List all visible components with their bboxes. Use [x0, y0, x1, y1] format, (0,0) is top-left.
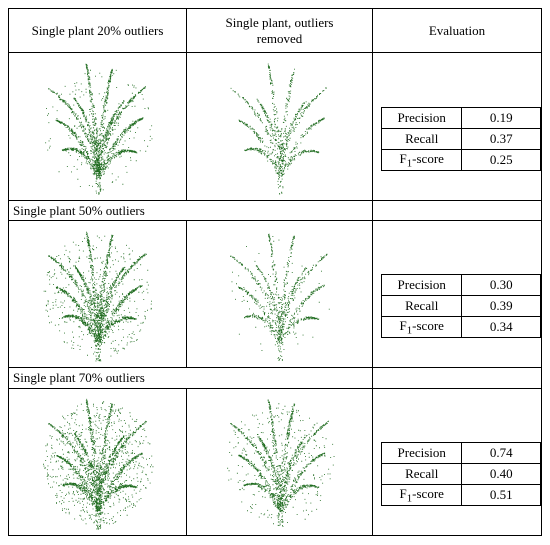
header-evaluation: Evaluation — [372, 8, 542, 53]
f1-suffix: -score — [412, 150, 444, 166]
f1-label: F1-score — [380, 316, 463, 338]
evaluation-table-2: Precision 0.30 Recall 0.39 F1-score 0.34 — [380, 274, 541, 338]
recall-row: Recall 0.39 — [380, 295, 541, 317]
precision-row: Precision 0.74 — [380, 442, 541, 464]
row-label-70-text: Single plant 70% outliers — [13, 370, 145, 385]
f1-label: F1-score — [380, 149, 463, 171]
header-outliers: Single plant 20% outliers — [8, 8, 187, 53]
header-outliers-text: Single plant 20% outliers — [31, 22, 164, 38]
row-label-50-eval-blank — [372, 200, 542, 221]
recall-value: 0.37 — [461, 128, 541, 150]
f1-value: 0.34 — [461, 316, 541, 338]
plant-50-outliers-image — [8, 220, 187, 368]
header-outliers-removed: Single plant, outliers removed — [186, 8, 373, 53]
precision-label: Precision — [380, 107, 463, 129]
row-label-50-outliers: Single plant 50% outliers — [8, 200, 373, 221]
plant-50-removed-image — [186, 220, 373, 368]
row-label-50-text: Single plant 50% outliers — [13, 202, 145, 218]
precision-row: Precision 0.19 — [380, 107, 541, 129]
recall-value: 0.40 — [461, 463, 541, 485]
f1-row: F1-score 0.25 — [380, 149, 541, 171]
f1-row: F1-score 0.34 — [380, 316, 541, 338]
point-cloud-points — [226, 399, 334, 527]
point-cloud-group — [226, 399, 334, 527]
plant-20-outliers-cloud — [44, 63, 152, 195]
plant-70-removed-image — [186, 388, 373, 536]
f1-label: F1-score — [380, 484, 463, 506]
plant-50-removed-cloud — [229, 233, 330, 361]
header-evaluation-text: Evaluation — [428, 22, 486, 38]
f1-sub: 1 — [406, 157, 413, 170]
plant-20-outliers-image — [8, 52, 187, 201]
evaluation-cell-1: Precision 0.19 Recall 0.37 F1-score 0.25 — [372, 52, 542, 201]
plant-20-removed-cloud — [230, 63, 327, 194]
f1-prefix: F — [399, 485, 407, 501]
point-cloud-points — [230, 63, 327, 194]
precision-row: Precision 0.30 — [380, 274, 541, 296]
header-removed-line1: Single plant, outliers — [225, 14, 334, 30]
recall-row: Recall 0.40 — [380, 463, 541, 485]
point-cloud-points — [44, 63, 152, 195]
recall-label: Recall — [380, 128, 463, 150]
point-cloud-group — [43, 231, 152, 362]
plant-50-outliers-cloud — [43, 231, 152, 362]
precision-label: Precision — [380, 274, 463, 296]
f1-suffix: -score — [412, 317, 444, 333]
point-cloud-points — [42, 398, 153, 530]
precision-value: 0.30 — [461, 274, 541, 296]
evaluation-cell-2: Precision 0.30 Recall 0.39 F1-score 0.34 — [372, 220, 542, 368]
f1-sub: 1 — [406, 324, 413, 337]
recall-label: Recall — [380, 463, 463, 485]
recall-label: Recall — [380, 295, 463, 317]
evaluation-table-1: Precision 0.19 Recall 0.37 F1-score 0.25 — [380, 107, 541, 171]
plant-70-removed-cloud — [226, 399, 334, 527]
precision-value: 0.74 — [461, 442, 541, 464]
point-cloud-points — [43, 231, 152, 362]
f1-value: 0.51 — [461, 484, 541, 506]
f1-suffix: -score — [412, 485, 444, 501]
point-cloud-points — [229, 233, 330, 361]
header-removed-line2: removed — [256, 30, 303, 46]
evaluation-cell-3: Precision 0.74 Recall 0.40 F1-score 0.51 — [372, 388, 542, 536]
f1-prefix: F — [399, 317, 407, 333]
point-cloud-group — [44, 63, 152, 195]
point-cloud-group — [229, 233, 330, 361]
point-cloud-group — [42, 398, 153, 530]
f1-row: F1-score 0.51 — [380, 484, 541, 506]
plant-20-removed-image — [186, 52, 373, 201]
precision-label: Precision — [380, 442, 463, 464]
plant-70-outliers-image — [8, 388, 187, 536]
point-cloud-group — [230, 63, 327, 194]
evaluation-table-3: Precision 0.74 Recall 0.40 F1-score 0.51 — [380, 442, 541, 506]
f1-sub: 1 — [406, 492, 413, 505]
f1-prefix: F — [399, 150, 407, 166]
recall-row: Recall 0.37 — [380, 128, 541, 150]
precision-value: 0.19 — [461, 107, 541, 129]
row-label-70-eval-blank — [372, 367, 542, 389]
plant-70-outliers-cloud — [42, 398, 153, 530]
row-label-70-outliers: Single plant 70% outliers — [8, 367, 373, 389]
recall-value: 0.39 — [461, 295, 541, 317]
f1-value: 0.25 — [461, 149, 541, 171]
